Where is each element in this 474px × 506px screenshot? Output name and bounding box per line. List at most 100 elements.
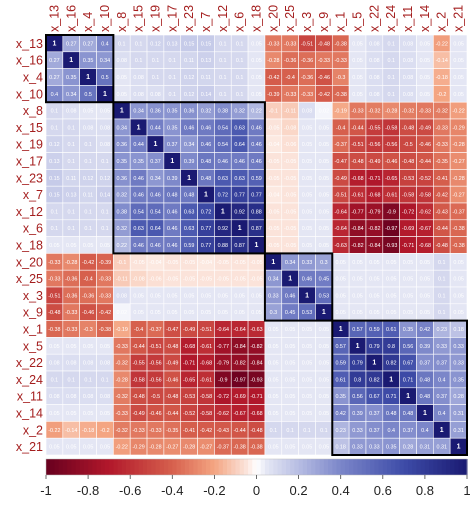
cell-value-label: 1 — [288, 276, 292, 283]
cell-value-label: -0.37 — [217, 445, 229, 451]
cell-value-label: 1 — [305, 292, 309, 299]
row-label: x_10 — [16, 87, 43, 101]
cell-value-label: 0.33 — [453, 361, 464, 367]
row-label: x_9 — [23, 306, 43, 320]
cell-value-label: 0.34 — [117, 125, 128, 131]
colorbar-segment — [374, 459, 380, 475]
colorbar-segment — [336, 459, 342, 475]
cell-value-label: 0.08 — [150, 92, 161, 98]
cell-value-label: -0.28 — [116, 377, 128, 383]
column-label: x_24 — [384, 5, 398, 32]
cell-value-label: 0.59 — [251, 176, 262, 182]
cell-value-label: 0.11 — [201, 75, 211, 81]
cell-value-label: -0.33 — [99, 293, 111, 299]
colorbar-segment — [260, 459, 266, 475]
cell-value-label: 0.36 — [184, 109, 195, 115]
cell-value-label: 0.05 — [403, 293, 414, 299]
cell-value-label: 0.08 — [403, 75, 414, 81]
cell-value-label: 0.63 — [184, 226, 195, 232]
colorbar-segment — [353, 459, 359, 475]
cell-value-label: 0.46 — [133, 243, 144, 249]
cell-value-label: 0.31 — [420, 445, 431, 451]
cell-value-label: -0.28 — [65, 260, 77, 266]
column-label: x_17 — [165, 5, 179, 32]
cell-value-label: 0.64 — [150, 226, 161, 232]
cell-value-label: -0.9 — [218, 377, 227, 383]
row-label: x_6 — [23, 222, 43, 236]
cluster-box — [112, 101, 266, 255]
cell-value-label: -0.61 — [385, 193, 397, 199]
cell-value-label: 0.05 — [150, 310, 161, 316]
colorbar-segment — [163, 459, 169, 475]
cell-value-label: -0.65 — [183, 377, 195, 383]
cell-value-label: -0.97 — [234, 377, 246, 383]
colorbar-segment — [315, 459, 321, 475]
colorbar-segment — [269, 459, 274, 475]
cell-value-label: 0.08 — [133, 75, 144, 81]
cell-value-label: -0.58 — [385, 125, 397, 131]
cell-value-label: -0.82 — [368, 226, 380, 232]
cell-value-label: 0.05 — [268, 361, 279, 367]
colorbar-segment — [243, 459, 249, 475]
row-label: x_4 — [23, 71, 43, 85]
cell-value-label: 0.35 — [66, 75, 77, 81]
cell-value-label: -0.33 — [99, 277, 111, 283]
cell-value-label: 0.05 — [335, 310, 346, 316]
cell-value-label: -0.37 — [335, 142, 347, 148]
colorbar-segment — [328, 459, 333, 475]
cell-value-label: 1 — [457, 444, 461, 451]
cell-value-label: 0.59 — [184, 243, 195, 249]
cell-value-label: -0.44 — [351, 125, 363, 131]
cell-value-label: 0.05 — [83, 109, 94, 115]
colorbar-tick-label: 0.8 — [416, 483, 434, 498]
row-label: x_20 — [16, 255, 43, 269]
cell-value-label: -0.97 — [385, 226, 397, 232]
colorbar-segment — [58, 459, 64, 475]
cell-value-label: 0.08 — [83, 394, 94, 400]
cell-value-label: 0.1 — [101, 159, 109, 165]
cell-value-label: -0.33 — [267, 41, 279, 47]
cell-value-label: -0.69 — [234, 394, 246, 400]
colorbar-segment — [445, 459, 451, 475]
cell-value-label: -0.56 — [385, 142, 397, 148]
cell-value-label: 0.1 — [438, 310, 446, 316]
cell-value-label: 0.08 — [117, 58, 128, 64]
row-label: x_1 — [23, 323, 43, 337]
cell-value-label: 0.38 — [218, 109, 229, 115]
cell-value-label: 0.05 — [335, 260, 346, 266]
cell-value-label: 0.1 — [51, 109, 59, 115]
cell-value-label: 0.05 — [403, 260, 414, 266]
cell-value-label: 0.3 — [270, 310, 278, 316]
colorbar-tick-label: -0.2 — [203, 483, 225, 498]
cell-value-label: 1 — [322, 309, 326, 316]
column-label: x_8 — [115, 12, 129, 32]
cell-value-label: 0.1 — [68, 226, 76, 232]
cell-value-label: 0.1 — [438, 293, 446, 299]
cell-value-label: 0.08 — [66, 394, 77, 400]
colorbar-segment — [197, 459, 203, 475]
cell-value-label: -0.39 — [267, 92, 279, 98]
cell-value-label: -0.64 — [234, 327, 246, 333]
colorbar-segment — [441, 459, 447, 475]
cell-value-label: 0.1 — [286, 428, 294, 434]
cell-value-label: -0.14 — [65, 428, 77, 434]
cell-value-label: -0.06 — [149, 277, 161, 283]
cell-value-label: -0.93 — [250, 377, 262, 383]
cell-value-label: 0.72 — [201, 209, 212, 215]
cell-value-label: 0.28 — [403, 445, 414, 451]
cell-value-label: 0.05 — [453, 58, 464, 64]
cell-value-label: 0.1 — [152, 58, 160, 64]
cell-value-label: 0.46 — [184, 125, 195, 131]
cell-value-label: -0.56 — [368, 142, 380, 148]
cell-value-label: -0.53 — [402, 176, 414, 182]
row-label: x_19 — [16, 138, 43, 152]
cell-value-label: 0.37 — [436, 361, 447, 367]
cell-value-label: 0.05 — [420, 260, 431, 266]
cell-value-label: -0.68 — [419, 243, 431, 249]
column-labels: x_13 x_16 x_4 x_10 x_8 x_15 x_19 x_17 x_23 x_7 x_1… — [47, 5, 465, 32]
cell-value-label: -0.71 — [250, 394, 262, 400]
cell-value-label: -0.28 — [267, 58, 279, 64]
cell-value-label: -0.4 — [336, 125, 345, 131]
cell-value-label: 0.63 — [184, 209, 195, 215]
cell-value-label: 0.35 — [117, 159, 128, 165]
